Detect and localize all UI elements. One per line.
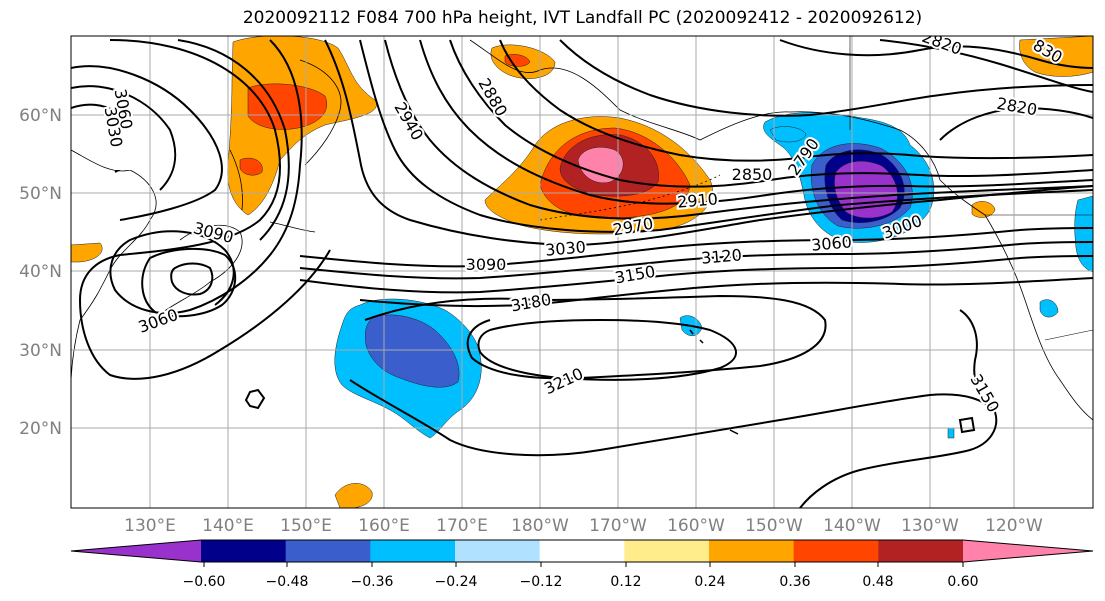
longitude-label: 150°E (280, 516, 332, 536)
positive-anomaly-left-edge (71, 242, 103, 263)
longitude-label: 180°W (511, 516, 569, 536)
contour-line (449, 39, 1093, 188)
positive-anomaly-bc-coast (971, 201, 996, 218)
contour-line (419, 39, 1093, 205)
negative-anomaly-subtropics-blue (365, 314, 460, 388)
contour-line (559, 39, 1093, 117)
colorbar-segment (624, 540, 710, 562)
contour-line (177, 39, 290, 241)
latitude-labels: 60°N 50°N 40°N 30°N 20°N (19, 106, 62, 439)
colorbar-tick-label: −0.36 (351, 574, 394, 590)
north-america-coastline (939, 179, 1093, 421)
colorbar-tick-label: 0.12 (610, 574, 641, 590)
colorbar-tick-label: −0.60 (183, 574, 226, 590)
contour-label: 3090 (466, 255, 507, 274)
colorbar-tick-label: −0.48 (266, 574, 309, 590)
graticule (71, 36, 1093, 508)
contour-line (939, 106, 1093, 141)
colorbar-tick-label: 0.24 (694, 574, 725, 590)
contour-line (299, 227, 1093, 268)
longitude-label: 170°W (589, 516, 647, 536)
contour-line (299, 255, 1093, 294)
longitude-label: 160°E (358, 516, 410, 536)
colorbar-outline (70, 539, 1094, 563)
colorbar-segment (370, 540, 456, 562)
colorbar: −0.60 −0.48 −0.36 −0.24 −0.12 0.12 0.24 0.36 0.4… (70, 539, 1094, 590)
colorbar-tick-label: −0.12 (520, 574, 563, 590)
latitude-label: 60°N (19, 106, 62, 126)
colorbar-tick-label: 0.36 (779, 574, 810, 590)
positive-anomaly-small-red (239, 157, 263, 176)
latitude-label: 20°N (19, 419, 62, 439)
colorbar-segment (793, 540, 879, 562)
colorbar-segment (878, 540, 964, 562)
colorbar-segment (539, 540, 625, 562)
aleutian-islands (539, 174, 721, 221)
positive-anomaly-gulf-pink (577, 147, 624, 184)
contour-line (78, 39, 331, 380)
contour-label: 2850 (732, 165, 773, 184)
japan-coastline (154, 225, 243, 319)
longitude-label: 140°W (823, 516, 881, 536)
positive-anomaly-bottom (334, 483, 373, 508)
contour-line (244, 388, 266, 410)
label-mask (114, 118, 140, 170)
longitude-labels: 130°E 140°E 150°E 160°E 170°E 180°W 170°W 160°W… (124, 516, 1043, 536)
asia-coastline (71, 149, 157, 381)
contour-line (141, 247, 237, 318)
contour-line (958, 416, 976, 434)
colorbar-segment (709, 540, 795, 562)
colorbar-extend-low (71, 540, 201, 562)
height-contours (71, 39, 1093, 508)
negative-anomaly-nw-light (769, 126, 807, 143)
contour-line (384, 39, 1093, 220)
colorbar-tick-label: 0.48 (862, 574, 893, 590)
longitude-label: 120°W (985, 516, 1043, 536)
negative-anomaly-small-dot (947, 427, 955, 439)
latitude-label: 40°N (19, 262, 62, 282)
longitude-label: 150°W (745, 516, 803, 536)
latitude-label: 50°N (19, 184, 62, 204)
contour-line (71, 85, 177, 191)
colorbar-segment (455, 540, 541, 562)
contour-line (324, 39, 1093, 247)
longitude-label: 130°E (124, 516, 176, 536)
longitude-label: 130°W (901, 516, 959, 536)
longitude-label: 140°E (202, 516, 254, 536)
contour-label: 2910 (676, 189, 718, 211)
latitude-label: 30°N (19, 341, 62, 361)
us-mexico-border (1044, 329, 1093, 341)
contour-line (879, 39, 1093, 93)
map-frame (70, 35, 1094, 509)
contour-label: 3030 (544, 237, 586, 259)
colorbar-tick-label: −0.24 (435, 574, 478, 590)
positive-anomaly-kamchatka-inner (247, 83, 327, 130)
hawaii-islands (689, 329, 739, 435)
contour-line (477, 318, 737, 381)
colorbar-extend-high (963, 540, 1093, 562)
contour-line (364, 294, 827, 380)
contour-label: 3060 (810, 232, 852, 254)
contour-label: 3120 (700, 245, 742, 267)
kamchatka-coastline (299, 59, 342, 166)
positive-anomaly-bering-inner (504, 54, 531, 67)
contour-line (499, 39, 1093, 162)
contour-line (359, 39, 1093, 233)
colorbar-segment (285, 540, 371, 562)
longitude-label: 160°W (667, 516, 725, 536)
contour-line (349, 379, 998, 508)
contour-line (359, 277, 1093, 308)
colorbar-segment (201, 540, 287, 562)
contour-line (170, 262, 214, 296)
plot-area: 3060 3030 2940 2880 2820 2820 2790 2850 … (71, 36, 1093, 508)
map-title: 2020092112 F084 700 hPa height, IVT Land… (242, 8, 923, 28)
contour-line (779, 39, 1093, 69)
colorbar-tick-label: 0.60 (947, 574, 978, 590)
contour-line (71, 65, 223, 221)
contour-line (959, 309, 991, 406)
longitude-label: 170°E (436, 516, 488, 536)
contour-line (299, 241, 1093, 280)
negative-anomaly-right-edge-2 (1039, 299, 1059, 318)
